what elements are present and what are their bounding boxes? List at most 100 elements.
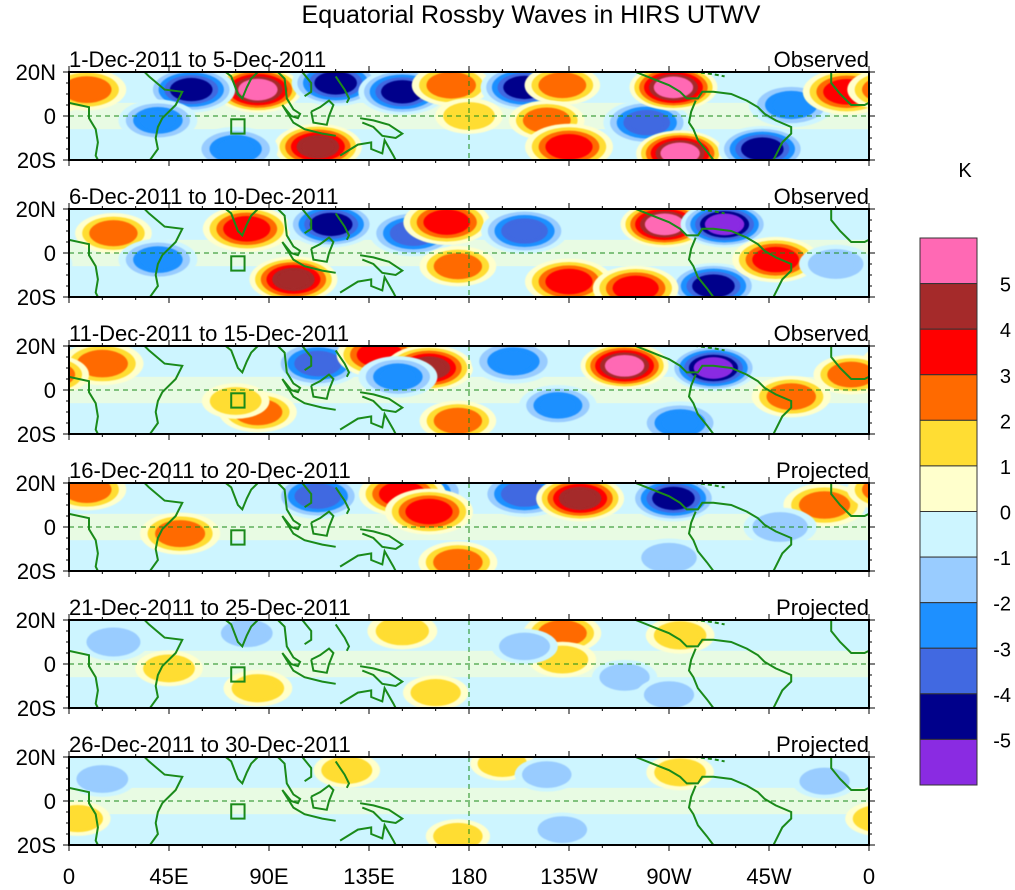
y-tick-label: 20N: [16, 608, 56, 633]
coastline-africa: [143, 483, 184, 571]
coastline-africa-gulf: [69, 786, 100, 845]
anomaly-feature: [249, 256, 338, 297]
panel-status: Observed: [774, 184, 869, 209]
anomaly-feature: [385, 488, 473, 535]
anomaly-feature: [591, 659, 658, 695]
anomaly-feature: [645, 620, 715, 654]
coastline-americas-west: [687, 511, 715, 571]
coastline-borneo: [310, 784, 335, 811]
coastline-indochina: [301, 346, 313, 372]
contour-level: [440, 256, 475, 276]
coastline-caribbean: [688, 72, 725, 78]
y-tick-label: 20S: [17, 559, 56, 584]
panel-status: Projected: [776, 458, 869, 483]
contour-level: [96, 223, 131, 243]
contour-level: [609, 357, 640, 375]
region-box: [230, 392, 246, 409]
anomaly-feature: [273, 123, 362, 160]
colorbar-swatch: [919, 693, 978, 740]
contour-level: [507, 221, 542, 241]
coastline-indochina: [301, 72, 313, 98]
contour-level: [862, 483, 869, 499]
anomaly-feature: [525, 123, 613, 160]
anomaly-field: [69, 757, 920, 845]
contour-level: [529, 764, 565, 785]
coastline-philippines: [334, 349, 351, 378]
contour-level: [302, 137, 334, 156]
anomaly-feature: [147, 72, 236, 113]
panel-period: 1-Dec-2011 to 5-Dec-2011: [69, 47, 326, 72]
colorbar-tick-label: 4: [1000, 320, 1011, 342]
contour-level: [545, 75, 580, 95]
contour-level: [69, 361, 83, 389]
contour-level: [860, 810, 869, 828]
contour-level: [665, 144, 695, 160]
coastline-india: [224, 72, 260, 101]
anomaly-feature: [213, 72, 302, 113]
contour-level: [243, 81, 273, 99]
contour-level: [552, 137, 586, 157]
coastline-indochina: [301, 620, 313, 646]
contour-level: [862, 80, 869, 99]
coastline-india: [224, 757, 260, 786]
coastline-new-guinea: [359, 117, 405, 140]
panel-period: 16-Dec-2011 to 20-Dec-2011: [69, 458, 351, 483]
coastline-caribbean: [688, 346, 725, 352]
coastlines: [69, 483, 869, 571]
colorbar-tick-label: 3: [1000, 366, 1011, 388]
y-tick-label: 20S: [17, 148, 56, 173]
anomaly-feature: [636, 130, 725, 160]
contour-level: [440, 826, 476, 845]
colorbar-swatch: [919, 419, 978, 467]
x-tick-label: 90W: [646, 864, 691, 889]
anomaly-feature: [518, 384, 597, 426]
contour-level: [816, 253, 855, 275]
coastline-philippines: [334, 212, 351, 241]
colorbar-units: K: [958, 160, 972, 182]
coastline-southeast-asia: [276, 346, 336, 411]
y-tick-label: 0: [44, 378, 56, 403]
coastline-west-africa: [830, 72, 869, 106]
coastline-borneo: [310, 647, 335, 674]
anomaly-feature: [718, 126, 807, 160]
y-tick-label: 20N: [16, 60, 56, 85]
panel-status: Projected: [776, 595, 869, 620]
contour-level: [418, 682, 454, 703]
contour-level: [649, 215, 680, 233]
contour-level: [69, 365, 76, 384]
anomaly-feature: [140, 512, 221, 555]
coastline-southeast-asia: [276, 483, 336, 548]
anomaly-feature: [620, 209, 709, 248]
contour-level: [758, 250, 793, 269]
region-box: [230, 529, 246, 546]
contour-level: [484, 757, 520, 774]
coastline-americas-west: [687, 648, 715, 708]
y-tick-label: 20S: [17, 833, 56, 858]
coastline-west-africa: [830, 483, 869, 517]
panel-period: 26-Dec-2011 to 30-Dec-2011: [69, 732, 351, 757]
anomaly-feature: [201, 383, 270, 419]
coastline-new-guinea: [359, 802, 405, 825]
anomaly-feature: [403, 209, 491, 245]
contour-level: [433, 75, 469, 95]
x-tick-label: 0: [63, 864, 75, 889]
contour-level: [884, 769, 920, 789]
coastline-americas-west: [687, 100, 715, 160]
contour-level: [386, 82, 419, 101]
anomaly-feature: [491, 628, 558, 665]
colorbar-tick-label: -1: [993, 548, 1011, 570]
coastline-australia: [339, 274, 397, 297]
anomaly-feature: [69, 761, 920, 797]
coastline-americas-west: [687, 785, 715, 845]
coastline-africa-gulf: [69, 101, 100, 160]
anomaly-feature: [69, 72, 869, 111]
coastlines: [69, 757, 869, 845]
panels: 20N 0 20S 1-Dec-2011 to 5-Dec-2011 Observed 2…: [16, 47, 920, 858]
coastline-americas-north: [634, 209, 793, 297]
contour-level: [506, 636, 543, 657]
contour-level: [806, 495, 843, 515]
coastline-philippines: [334, 623, 351, 652]
coastline-americas-north: [634, 483, 793, 571]
colorbar-tick-label: 2: [1000, 411, 1011, 433]
